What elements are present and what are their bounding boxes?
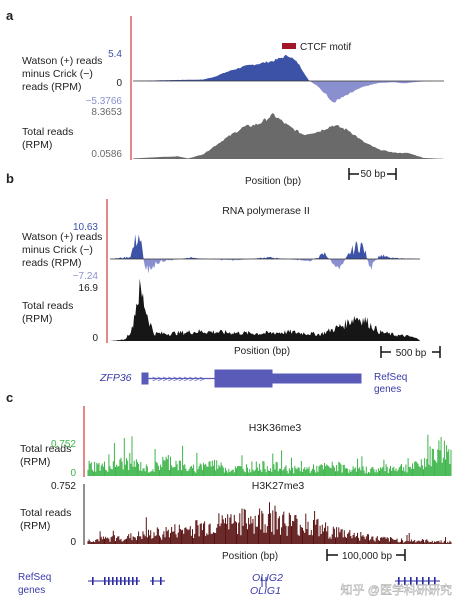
ctcf-motif-marker <box>282 43 296 49</box>
panel-c-gene-exons <box>92 577 436 585</box>
gene-label-olig2: OLIG2 <box>252 572 283 584</box>
gene-exon <box>104 577 106 585</box>
gene-exon <box>434 577 436 585</box>
panel-b-xlabel: Position (bp) <box>234 346 290 357</box>
panel-a-total-ylabel: Total reads (RPM) <box>22 126 73 151</box>
gene-zfp36-utr <box>271 373 362 384</box>
panel-c-xlabel: Position (bp) <box>222 551 278 562</box>
panel-a-tick-min: −5.3766 <box>86 96 123 107</box>
gene-exon <box>92 577 94 585</box>
gene-exon <box>132 577 134 585</box>
panel-a-ylabel-line3: reads (RPM) <box>22 81 82 93</box>
panel-b-total-ylabel-line1: Total reads <box>22 300 73 312</box>
panel-a-total-area <box>133 113 444 159</box>
panel-a-scale-bar <box>348 168 397 180</box>
gene-exon <box>422 577 424 585</box>
gene-exon <box>398 577 400 585</box>
panel-a-scale-label: 50 bp <box>360 169 385 180</box>
panel-b-title: RNA polymerase II <box>222 205 310 217</box>
panel-b-watson-area <box>110 234 420 259</box>
gene-zfp36-strand-arrows: >>>>>>>>>> <box>152 374 205 384</box>
panel-b-scale-label: 500 bp <box>396 348 427 359</box>
panel-c-ylabel-1-line2: (RPM) <box>20 456 50 468</box>
panel-c-tick2-min: 0 <box>70 537 76 548</box>
panel-a-total-ylabel-line1: Total reads <box>22 126 73 138</box>
panel-a-total-tick-max: 8.3653 <box>91 107 122 118</box>
panel-c-refseq-line1: RefSeq <box>18 572 51 583</box>
gene-exon <box>136 577 138 585</box>
panel-a-label: a <box>6 8 14 23</box>
panel-b-total-area <box>110 278 420 341</box>
panel-c-refseq-line2: genes <box>18 585 45 596</box>
panel-a-total-ylabel-line2: (RPM) <box>22 139 52 151</box>
panel-c-ylabel-2-line2: (RPM) <box>20 520 50 532</box>
panel-b-tick-max: 10.63 <box>73 222 98 233</box>
panel-a-ylabel-line1: Watson (+) reads <box>22 55 102 67</box>
panel-b-scale-bar <box>380 346 441 358</box>
panel-c-ylabel-2: Total reads (RPM) <box>20 507 71 532</box>
gene-zfp36-exon1 <box>141 372 149 385</box>
panel-a-strand-plot <box>133 54 444 103</box>
panel-c-h3k27me3-bars <box>87 502 452 544</box>
panel-a-watson-area <box>133 54 444 81</box>
panel-c-title-2: H3K27me3 <box>252 480 305 492</box>
panel-b-strand-ylabel: Watson (+) reads minus Crick (−) reads (… <box>22 231 102 269</box>
panel-b-total-ylabel-line2: (RPM) <box>22 313 52 325</box>
gene-exon <box>116 577 118 585</box>
gene-exon <box>120 577 122 585</box>
gene-exon <box>428 577 430 585</box>
panel-a-ylabel-line2: minus Crick (−) <box>22 68 93 80</box>
panel-b-crick-area <box>110 259 420 274</box>
gene-exon <box>152 577 154 585</box>
gene-label-olig1: OLIG1 <box>250 585 281 597</box>
panel-b-refseq-line2: genes <box>374 384 401 395</box>
panel-b-refseq-line1: RefSeq <box>374 372 407 383</box>
gene-exon <box>404 577 406 585</box>
panel-b-total-tick-min: 0 <box>92 333 98 344</box>
panel-b-label: b <box>6 171 14 186</box>
panel-a-tick-max: 5.4 <box>108 49 122 60</box>
panel-c-label: c <box>6 390 13 405</box>
watermark: 知乎 @医学科研研究 <box>340 582 452 597</box>
panel-c-ylabel-1: Total reads (RPM) <box>20 443 71 468</box>
panel-c-ylabel-2-line1: Total reads <box>20 507 71 519</box>
panel-a-crick-area <box>133 81 444 103</box>
ctcf-legend: CTCF motif <box>282 42 351 53</box>
panel-b-strand-plot <box>110 234 420 274</box>
panel-b-ylabel-line2: minus Crick (−) <box>22 244 93 256</box>
panel-b-total-tick-max: 16.9 <box>79 283 99 294</box>
gene-exon <box>112 577 114 585</box>
gene-exon <box>128 577 130 585</box>
gene-label-zfp36: ZFP36 <box>99 372 132 384</box>
gene-model-zfp36: >>>>>>>>>> <box>141 369 362 388</box>
gene-exon <box>416 577 418 585</box>
panel-c-ylabel-1-line1: Total reads <box>20 443 71 455</box>
panel-a-xlabel: Position (bp) <box>245 176 301 187</box>
panel-c-tick2-max: 0.752 <box>51 481 76 492</box>
gene-zfp36-exon2 <box>214 369 273 388</box>
panel-b-ylabel-line3: reads (RPM) <box>22 257 82 269</box>
gene-exon <box>160 577 162 585</box>
panel-c-tick1-max: 0.752 <box>51 439 76 450</box>
panel-b-tick-min: −7.24 <box>73 271 99 282</box>
panel-c-title-1: H3K36me3 <box>249 422 302 434</box>
gene-exon <box>124 577 126 585</box>
ctcf-legend-label: CTCF motif <box>300 42 351 53</box>
panel-b-ylabel-line1: Watson (+) reads <box>22 231 102 243</box>
panel-c-scale-label: 100,000 bp <box>342 551 392 562</box>
panel-a-strand-ylabel: Watson (+) reads minus Crick (−) reads (… <box>22 55 102 93</box>
panel-b-total-ylabel: Total reads (RPM) <box>22 300 73 325</box>
panel-c-scale-bar <box>326 549 406 561</box>
panel-c-tick1-min: 0 <box>70 468 76 479</box>
gene-exon <box>410 577 412 585</box>
panel-c-h3k36me3-bars <box>87 434 452 476</box>
panel-a-total-tick-min: 0.0586 <box>91 149 122 160</box>
panel-a-tick-zero: 0 <box>116 78 122 89</box>
gene-exon <box>108 577 110 585</box>
